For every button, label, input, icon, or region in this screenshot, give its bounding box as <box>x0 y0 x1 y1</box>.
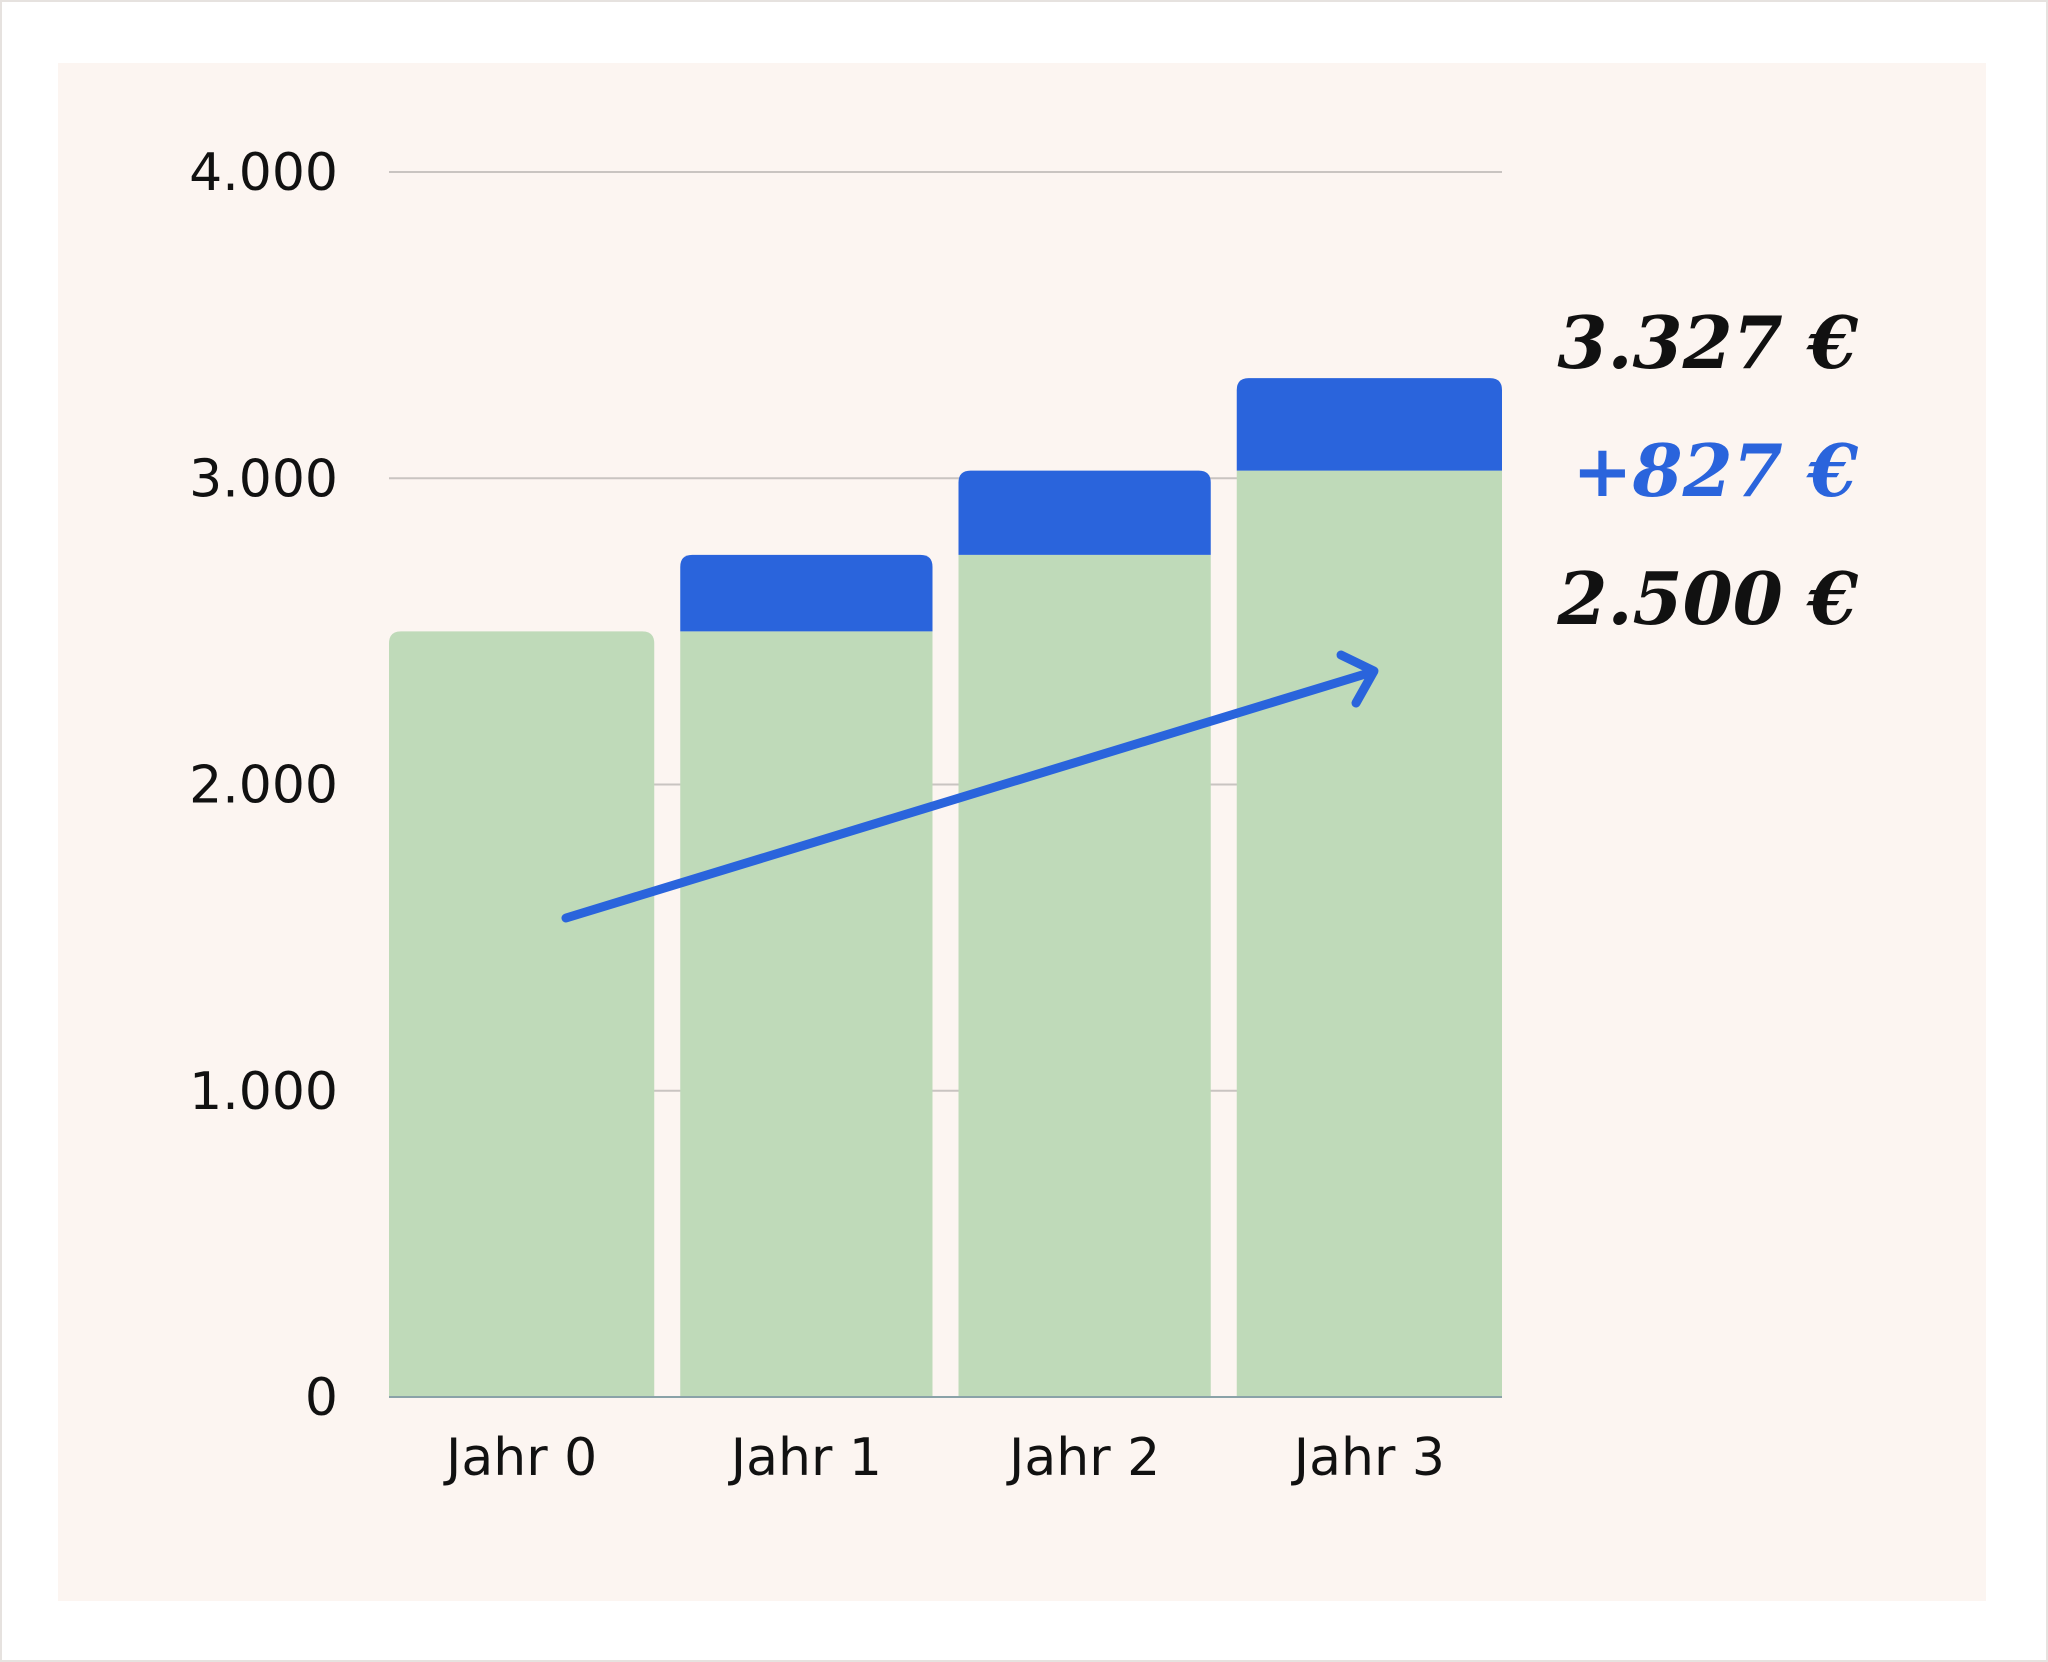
bar-segment <box>680 554 933 632</box>
bar-segment <box>1236 470 1502 1397</box>
annotation-final-value: 3.327 € <box>1557 300 1859 385</box>
y-tick-label: 4.000 <box>189 143 338 203</box>
trend-arrowhead <box>1336 650 1379 708</box>
y-tick-label: 3.000 <box>189 449 338 509</box>
y-tick-label: 1.000 <box>189 1062 338 1122</box>
bars <box>389 378 1502 1397</box>
annotation-initial-value: 2.500 € <box>1556 556 1859 641</box>
x-tick-label: Jahr 1 <box>728 1428 882 1488</box>
x-tick-label: Jahr 3 <box>1291 1428 1445 1488</box>
x-tick-label: Jahr 0 <box>443 1428 597 1488</box>
bar-segment <box>389 631 655 1397</box>
trend-arrow-shaft <box>561 667 1377 923</box>
y-tick-label: 0 <box>305 1368 338 1428</box>
bar-segment <box>958 470 1211 555</box>
x-tick-label: Jahr 2 <box>1006 1428 1160 1488</box>
bar-segment <box>680 631 933 1397</box>
annotation-gain: +827 € <box>1572 428 1859 513</box>
bar-segment <box>1236 378 1502 471</box>
y-tick-label: 2.000 <box>189 756 338 816</box>
bar-segment <box>958 554 1211 1397</box>
